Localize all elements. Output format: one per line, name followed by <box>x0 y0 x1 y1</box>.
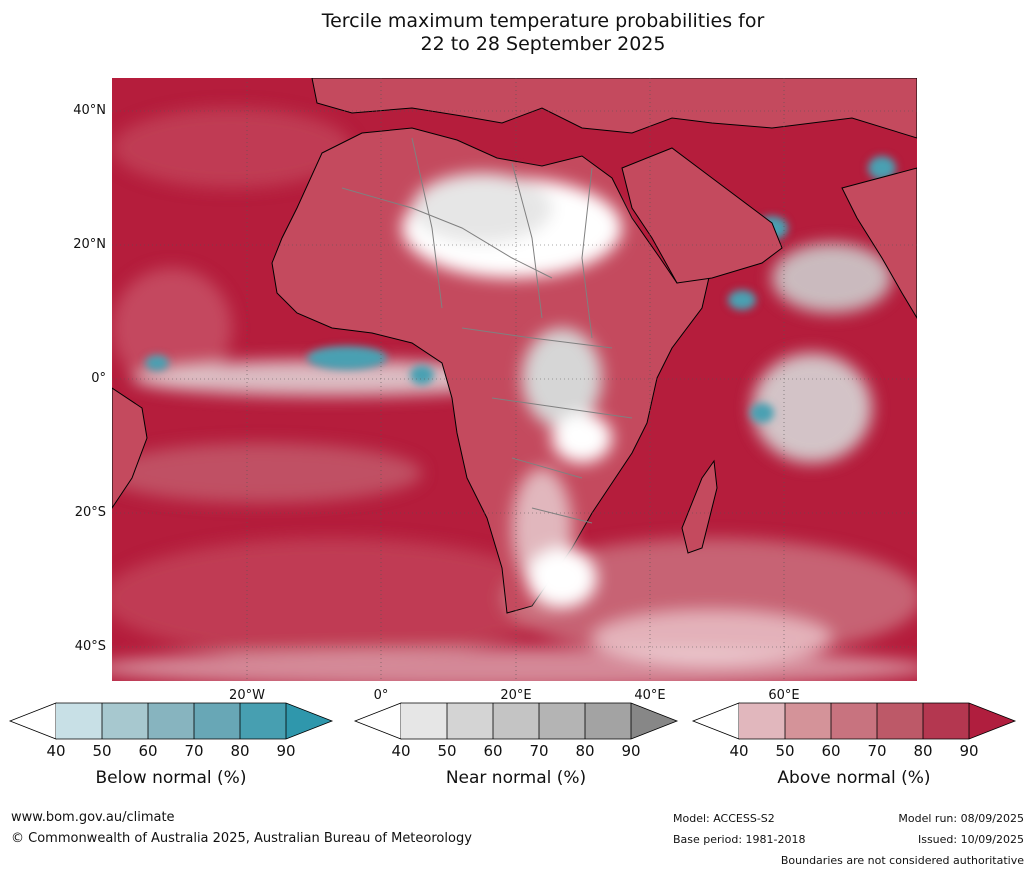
near-tick-60: 60 <box>483 742 503 760</box>
colorbar-above-60 <box>831 703 877 739</box>
lon-label-0: 0° <box>373 688 389 703</box>
legend-below-normal <box>8 702 334 740</box>
africa-near-normal <box>402 173 622 608</box>
colorbar-near-40 <box>401 703 447 739</box>
political-boundaries <box>341 137 633 524</box>
europe-landmass <box>311 78 917 139</box>
footer-model: Model: ACCESS-S2 <box>673 812 775 825</box>
lon-label-60e: 60°E <box>768 688 800 703</box>
above-tick-70: 70 <box>867 742 887 760</box>
lat-label-40s: 40°S <box>74 639 106 654</box>
footer-url: www.bom.gov.au/climate <box>11 810 175 825</box>
lon-label-20e: 20°E <box>500 688 532 703</box>
near-tick-40: 40 <box>391 742 411 760</box>
colorbar-above-40 <box>739 703 785 739</box>
colorbar-below-80 <box>240 703 286 739</box>
colorbar-above-70 <box>877 703 923 739</box>
chart-title: Tercile maximum temperature probabilitie… <box>0 10 1035 56</box>
colorbar-near-60 <box>493 703 539 739</box>
colorbar-below-70 <box>194 703 240 739</box>
near-tick-90: 90 <box>621 742 641 760</box>
above-normal-label: Above normal (%) <box>777 768 931 788</box>
probability-map <box>112 78 917 681</box>
below-tick-90: 90 <box>276 742 296 760</box>
legend-above-normal <box>691 702 1017 740</box>
colorbar-near-70 <box>539 703 585 739</box>
below-tick-70: 70 <box>184 742 204 760</box>
title-line-2: 22 to 28 September 2025 <box>420 33 666 55</box>
colorbar-below-60 <box>148 703 194 739</box>
colorbar-above-50 <box>785 703 831 739</box>
footer-issued: Issued: 10/09/2025 <box>917 833 1024 846</box>
colorbar-above <box>691 702 1017 740</box>
colorbar-above-low <box>691 702 740 740</box>
colorbar-below <box>8 702 334 740</box>
lat-label-40n: 40°N <box>73 103 106 118</box>
above-tick-80: 80 <box>913 742 933 760</box>
colorbar-below-high <box>286 703 332 739</box>
near-tick-80: 80 <box>575 742 595 760</box>
footer-base-period: Base period: 1981-2018 <box>673 833 806 846</box>
below-tick-50: 50 <box>92 742 112 760</box>
near-normal-label: Near normal (%) <box>445 768 587 788</box>
colorbar-below-low <box>8 702 57 740</box>
lat-label-20s: 20°S <box>74 505 106 520</box>
lat-label-0: 0° <box>91 371 106 386</box>
lon-label-40e: 40°E <box>634 688 666 703</box>
above-tick-40: 40 <box>729 742 749 760</box>
below-tick-80: 80 <box>230 742 250 760</box>
madagascar <box>681 459 718 554</box>
colorbar-near-high <box>631 703 677 739</box>
ocean-pattern <box>112 108 917 681</box>
below-normal-label: Below normal (%) <box>95 768 247 788</box>
below-tick-60: 60 <box>138 742 158 760</box>
colorbar-near <box>353 702 679 740</box>
title-line-1: Tercile maximum temperature probabilitie… <box>321 10 765 32</box>
legend-near-normal <box>353 702 679 740</box>
map-svg <box>112 78 917 681</box>
near-tick-50: 50 <box>437 742 457 760</box>
south-america-edge <box>112 387 148 509</box>
above-tick-90: 90 <box>959 742 979 760</box>
colorbar-near-80 <box>585 703 631 739</box>
above-tick-50: 50 <box>775 742 795 760</box>
india-landmass <box>841 167 917 319</box>
above-tick-60: 60 <box>821 742 841 760</box>
gridlines <box>112 78 917 681</box>
colorbar-near-low <box>353 702 402 740</box>
arabian-peninsula <box>621 147 783 284</box>
colorbar-below-40 <box>56 703 102 739</box>
colorbar-near-50 <box>447 703 493 739</box>
colorbar-above-high <box>969 703 1015 739</box>
lon-label-20w: 20°W <box>229 688 265 703</box>
below-tick-40: 40 <box>46 742 66 760</box>
colorbar-below-50 <box>102 703 148 739</box>
colorbar-above-80 <box>923 703 969 739</box>
lat-label-20n: 20°N <box>73 237 106 252</box>
footer-model-run: Model run: 08/09/2025 <box>898 812 1024 825</box>
near-tick-70: 70 <box>529 742 549 760</box>
footer-copyright: © Commonwealth of Australia 2025, Austra… <box>11 831 472 846</box>
footer-disclaimer: Boundaries are not considered authoritat… <box>780 854 1024 867</box>
